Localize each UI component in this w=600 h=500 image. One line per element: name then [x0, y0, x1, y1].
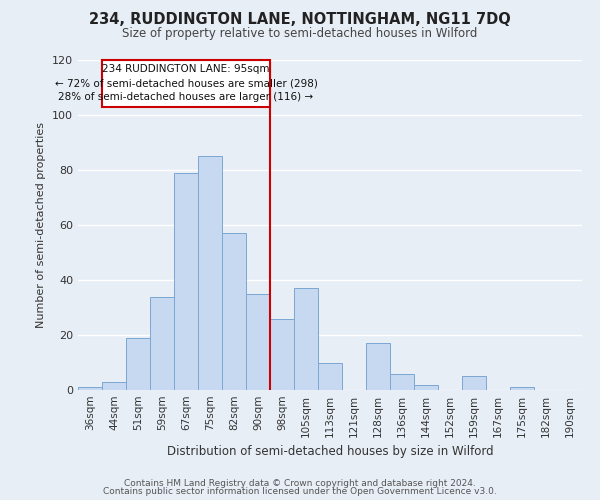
Text: Size of property relative to semi-detached houses in Wilford: Size of property relative to semi-detach…: [122, 28, 478, 40]
Text: Contains HM Land Registry data © Crown copyright and database right 2024.: Contains HM Land Registry data © Crown c…: [124, 478, 476, 488]
Bar: [198, 156, 222, 390]
X-axis label: Distribution of semi-detached houses by size in Wilford: Distribution of semi-detached houses by …: [167, 446, 493, 458]
Bar: [126, 338, 150, 390]
Bar: [366, 343, 390, 390]
Text: 234 RUDDINGTON LANE: 95sqm
← 72% of semi-detached houses are smaller (298)
28% o: 234 RUDDINGTON LANE: 95sqm ← 72% of semi…: [55, 64, 317, 102]
Bar: [390, 374, 414, 390]
Text: 234, RUDDINGTON LANE, NOTTINGHAM, NG11 7DQ: 234, RUDDINGTON LANE, NOTTINGHAM, NG11 7…: [89, 12, 511, 28]
Bar: [78, 387, 102, 390]
Bar: [174, 173, 198, 390]
Bar: [318, 362, 342, 390]
Bar: [414, 384, 438, 390]
Bar: [246, 294, 270, 390]
Bar: [510, 387, 534, 390]
FancyBboxPatch shape: [102, 60, 270, 107]
Text: Contains public sector information licensed under the Open Government Licence v3: Contains public sector information licen…: [103, 487, 497, 496]
Bar: [462, 376, 486, 390]
Bar: [150, 296, 174, 390]
Bar: [270, 318, 294, 390]
Bar: [102, 382, 126, 390]
Y-axis label: Number of semi-detached properties: Number of semi-detached properties: [37, 122, 46, 328]
Bar: [294, 288, 318, 390]
Bar: [222, 233, 246, 390]
